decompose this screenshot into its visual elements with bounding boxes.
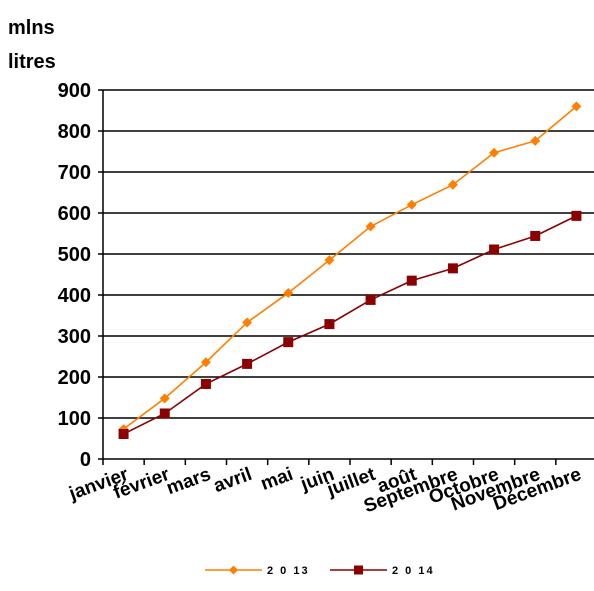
legend-item: 2 0 14 [330, 565, 435, 577]
legend-label: 2 0 13 [267, 565, 310, 577]
y-tick-label: 400 [58, 285, 91, 307]
data-point-diamond [489, 147, 500, 158]
data-point-diamond [242, 317, 253, 328]
y-tick-label: 600 [58, 203, 91, 225]
series-0 [118, 101, 582, 435]
y-tick-label: 700 [58, 162, 91, 184]
data-point-square [283, 337, 294, 348]
data-point-square [118, 428, 129, 439]
data-point-square [530, 230, 541, 241]
axes [98, 89, 594, 465]
data-point-square [242, 358, 253, 369]
data-point-diamond [571, 101, 582, 112]
y-axis-label-line-1: mlns [8, 17, 55, 39]
legend-item: 2 0 13 [205, 565, 310, 577]
y-tick-label: 0 [80, 449, 91, 471]
series-line [123, 105, 577, 430]
series-1 [118, 210, 582, 439]
legend-marker-square [354, 565, 363, 575]
data-point-diamond [406, 199, 417, 210]
y-axis-label-line-2: litres [8, 51, 56, 73]
data-point-square [200, 378, 211, 389]
y-tick-label: 200 [58, 367, 91, 389]
data-point-diamond [200, 357, 211, 368]
data-point-square [447, 263, 458, 274]
y-tick-label: 900 [58, 80, 91, 102]
y-tick-label: 300 [58, 326, 91, 348]
legend-marker-diamond [229, 565, 238, 575]
x-tick-label: mai [258, 464, 296, 495]
legend-label: 2 0 14 [392, 565, 435, 577]
data-point-square [365, 294, 376, 305]
grid-lines [103, 89, 594, 419]
series-group [118, 101, 582, 439]
data-point-diamond [324, 255, 335, 266]
y-tick-label: 500 [58, 244, 91, 266]
data-point-square [324, 319, 335, 330]
data-point-diamond [283, 287, 294, 298]
data-point-diamond [159, 393, 170, 404]
y-tick-labels: 0 100 200 300 400 500 600 700 800 900 [58, 80, 91, 471]
y-tick-label: 100 [58, 408, 91, 430]
x-tick-label: avril [211, 464, 255, 497]
data-point-square [159, 408, 170, 419]
data-point-diamond [447, 179, 458, 190]
data-point-diamond [530, 135, 541, 146]
x-tick-label: mars [164, 464, 214, 499]
y-tick-label: 800 [58, 121, 91, 143]
series-line [123, 215, 577, 435]
data-point-square [571, 210, 582, 221]
legend: 2 0 13 2 0 14 [205, 565, 435, 577]
data-point-square [489, 244, 500, 255]
data-point-diamond [365, 221, 376, 232]
data-point-square [406, 275, 417, 286]
